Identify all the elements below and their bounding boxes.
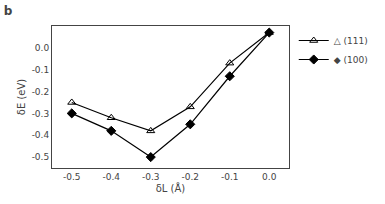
svg-text:-0.1: -0.1 <box>32 65 50 75</box>
svg-text:0.0: 0.0 <box>262 172 277 182</box>
svg-text:-0.5: -0.5 <box>32 152 50 162</box>
svg-text:-0.4: -0.4 <box>102 172 120 182</box>
svg-text:-0.2: -0.2 <box>32 87 50 97</box>
svg-text:◆ (100): ◆ (100) <box>334 55 368 65</box>
svg-text:-0.3: -0.3 <box>142 172 160 182</box>
svg-text:-0.4: -0.4 <box>32 130 50 140</box>
svg-text:δL (Å): δL (Å) <box>156 182 186 194</box>
svg-text:0.0: 0.0 <box>35 43 50 53</box>
svg-text:-0.2: -0.2 <box>181 172 199 182</box>
svg-text:-0.5: -0.5 <box>63 172 81 182</box>
svg-text:-0.3: -0.3 <box>32 109 50 119</box>
svg-text:-0.1: -0.1 <box>221 172 239 182</box>
svg-text:△ (111): △ (111) <box>334 36 368 46</box>
svg-text:δE (eV): δE (eV) <box>16 79 27 116</box>
svg-text:b: b <box>4 4 13 18</box>
